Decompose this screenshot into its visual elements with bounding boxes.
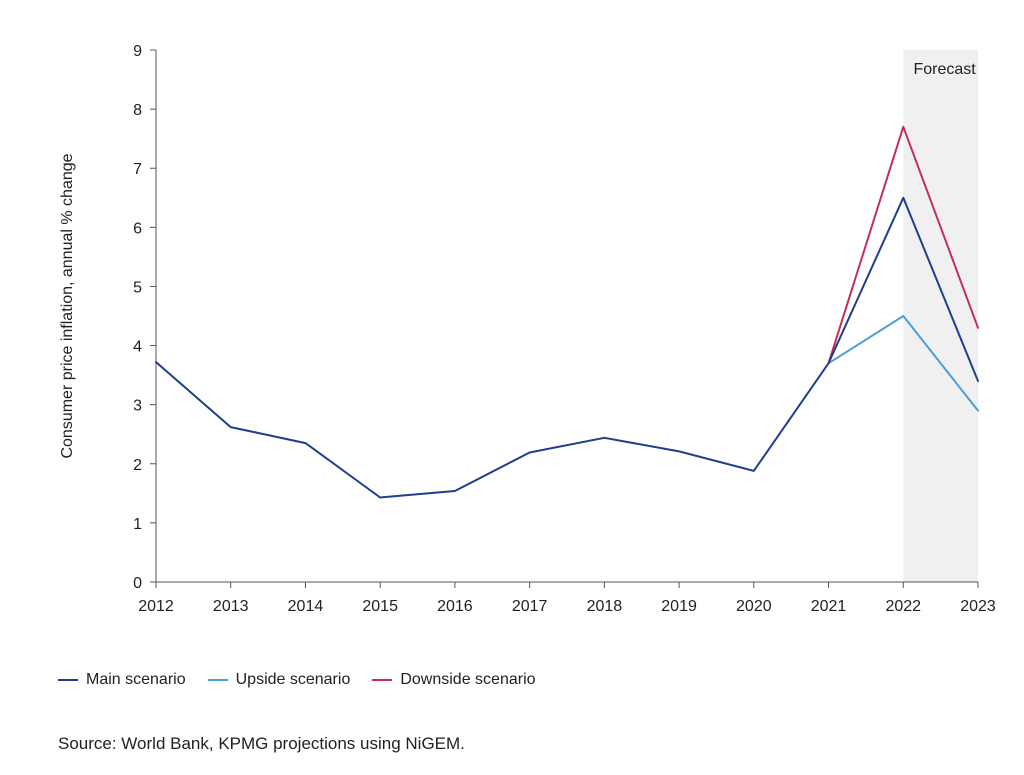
series-line-upside-scenario <box>827 315 979 412</box>
legend-swatch-upside <box>207 679 228 681</box>
line-chart: Forecast 0 1 2 3 4 5 6 7 8 9 2012 2013 2014 2015 2016 20… <box>59 43 996 615</box>
legend-label-upside: Upside scenario <box>235 671 351 688</box>
x-tick-label: 2019 <box>661 598 697 615</box>
x-tick-label: 2012 <box>138 598 174 615</box>
y-tick-label: 1 <box>133 516 142 533</box>
forecast-label: Forecast <box>914 61 977 78</box>
forecast-region <box>903 50 978 582</box>
x-tick-label: 2017 <box>512 598 548 615</box>
x-tick-label: 2021 <box>811 598 847 615</box>
x-tick-label: 2022 <box>885 598 921 615</box>
x-tick-label: 2023 <box>960 598 996 615</box>
source-note: Source: World Bank, KPMG projections usi… <box>58 734 465 753</box>
y-tick-label: 5 <box>133 279 142 296</box>
legend-item-downside: Downside scenario <box>372 671 536 689</box>
x-tick-label: 2013 <box>213 598 249 615</box>
legend: Main scenario Upside scenario Downside s… <box>58 671 558 689</box>
series-line-main-scenario <box>155 196 979 499</box>
x-tick-label: 2014 <box>288 598 324 615</box>
y-tick-label: 6 <box>133 220 142 237</box>
y-tick-label: 9 <box>133 43 142 60</box>
y-tick-label: 2 <box>133 457 142 474</box>
y-axis-title: Consumer price inflation, annual % chang… <box>59 153 76 458</box>
x-tick-label: 2020 <box>736 598 772 615</box>
x-tick-label: 2015 <box>362 598 398 615</box>
y-tick-label: 7 <box>133 161 142 178</box>
legend-label-main: Main scenario <box>86 671 186 688</box>
y-tick-label: 4 <box>133 339 142 356</box>
y-tick-label: 3 <box>133 398 142 415</box>
x-tick-label: 2018 <box>587 598 623 615</box>
legend-item-main: Main scenario <box>58 671 186 689</box>
series-line-downside-scenario <box>827 125 979 365</box>
legend-label-downside: Downside scenario <box>400 671 536 688</box>
y-tick-label: 8 <box>133 102 142 119</box>
y-tick-label: 0 <box>133 575 142 592</box>
legend-swatch-main <box>58 679 78 681</box>
x-tick-label: 2016 <box>437 598 473 615</box>
legend-item-upside: Upside scenario <box>207 671 351 689</box>
legend-swatch-downside <box>372 679 393 681</box>
